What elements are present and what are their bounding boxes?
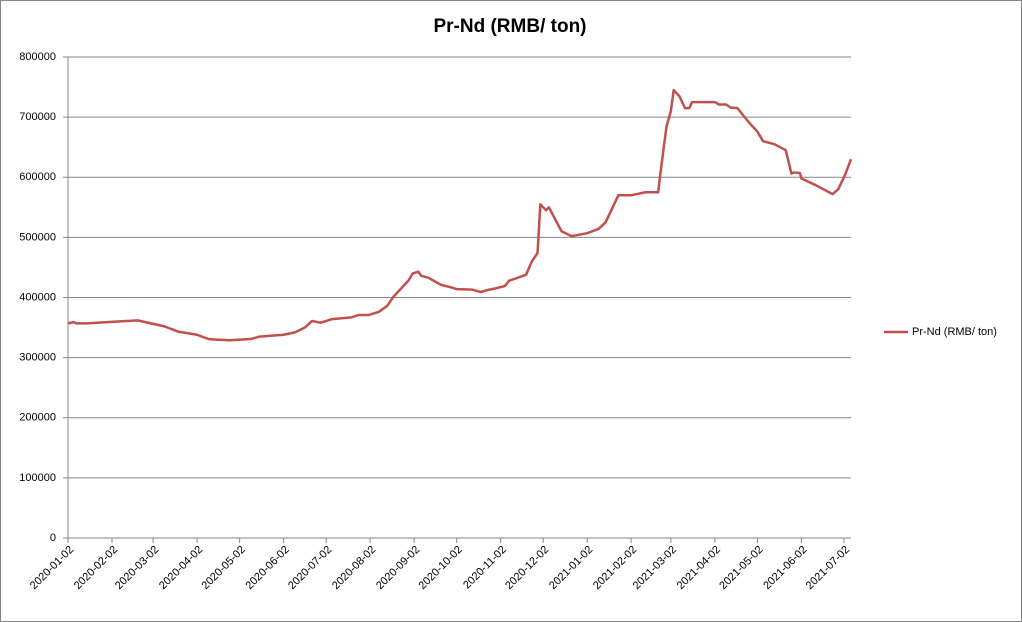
y-tick-label: 100000 (19, 472, 56, 484)
chart-title: Pr-Nd (RMB/ ton) (433, 16, 586, 37)
legend-label: Pr-Nd (RMB/ ton) (912, 326, 997, 338)
y-tick-label: 0 (50, 532, 56, 544)
y-tick-label: 800000 (19, 51, 56, 63)
y-tick-label: 300000 (19, 352, 56, 364)
y-tick-label: 700000 (19, 111, 56, 123)
y-tick-label: 600000 (19, 171, 56, 183)
y-tick-label: 400000 (19, 291, 56, 303)
series-line (67, 88, 853, 342)
y-tick-label: 200000 (19, 412, 56, 424)
y-tick-label: 500000 (19, 231, 56, 243)
